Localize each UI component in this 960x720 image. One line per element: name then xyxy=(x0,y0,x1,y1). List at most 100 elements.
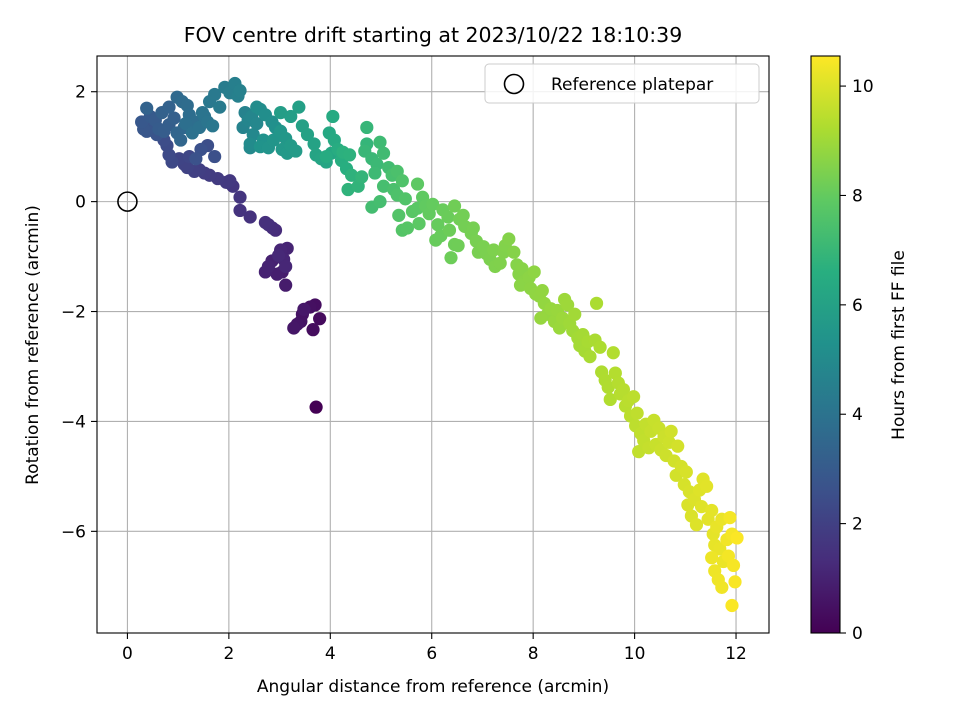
data-point xyxy=(679,465,693,479)
data-point xyxy=(342,148,357,162)
colorbar: 0 2 4 6 8 10 Hours from first FF file xyxy=(810,55,909,644)
data-point xyxy=(233,84,247,98)
data-point xyxy=(392,208,406,222)
y-axis-ticks: −6 −4 −2 0 2 xyxy=(61,83,97,542)
data-point xyxy=(632,445,646,459)
data-point xyxy=(179,116,193,131)
data-point xyxy=(309,400,323,414)
data-point xyxy=(243,210,257,224)
data-point xyxy=(515,262,529,276)
legend: Reference platepar xyxy=(484,63,760,104)
data-point xyxy=(568,307,582,321)
data-point xyxy=(630,406,644,420)
data-point xyxy=(527,265,541,279)
data-point xyxy=(233,190,247,204)
y-axis-label: Rotation from reference (arcmin) xyxy=(23,205,43,485)
data-point xyxy=(671,439,685,453)
data-point xyxy=(626,390,641,404)
data-point xyxy=(444,251,458,265)
data-point xyxy=(287,321,301,335)
data-point xyxy=(376,179,391,193)
data-point xyxy=(725,598,739,613)
data-point xyxy=(261,259,276,274)
data-point xyxy=(279,278,293,292)
x-tick-label: 6 xyxy=(426,644,437,664)
reference-platepar-marker xyxy=(117,191,138,212)
plot-frame xyxy=(96,55,770,634)
data-point xyxy=(162,100,176,114)
y-tick-label: −6 xyxy=(61,522,86,542)
data-point xyxy=(208,87,222,102)
colorbar-frame xyxy=(810,55,841,634)
y-tick-label: 0 xyxy=(75,193,86,213)
data-point xyxy=(730,531,744,545)
data-point xyxy=(593,340,607,354)
data-point xyxy=(705,551,719,565)
data-point xyxy=(400,221,414,235)
data-point xyxy=(279,259,293,274)
data-point xyxy=(376,146,391,160)
data-points xyxy=(135,76,744,613)
colorbar-gradient xyxy=(811,56,840,633)
colorbar-ticks: 0 2 4 6 8 10 xyxy=(840,77,874,644)
data-point xyxy=(266,133,281,147)
data-point xyxy=(616,382,631,397)
data-point xyxy=(341,182,355,197)
data-point xyxy=(307,137,321,151)
y-tick-label: −4 xyxy=(61,412,86,432)
colorbar-tick-label: 0 xyxy=(852,624,863,644)
colorbar-tick-label: 10 xyxy=(852,77,874,97)
data-point xyxy=(373,195,387,209)
data-point xyxy=(313,312,327,326)
legend-reference-marker xyxy=(503,73,525,95)
data-point xyxy=(705,503,719,518)
colorbar-tick-label: 8 xyxy=(852,186,863,206)
colorbar-tick-label: 2 xyxy=(852,515,863,535)
data-point xyxy=(606,346,620,360)
data-point xyxy=(426,197,440,211)
data-point xyxy=(250,116,264,131)
x-tick-label: 2 xyxy=(223,644,234,664)
data-point xyxy=(373,135,387,149)
data-point xyxy=(140,101,154,115)
chart-title: FOV centre drift starting at 2023/10/22 … xyxy=(184,23,683,47)
data-point xyxy=(270,267,284,281)
data-point xyxy=(319,149,333,164)
data-point xyxy=(447,199,462,213)
data-point xyxy=(355,170,369,184)
data-point xyxy=(284,109,298,124)
data-point xyxy=(487,243,501,257)
data-point xyxy=(412,217,426,231)
data-point xyxy=(292,100,306,114)
data-point xyxy=(243,137,257,151)
data-point xyxy=(167,111,181,125)
data-point xyxy=(728,575,742,589)
data-point xyxy=(289,144,303,158)
data-point xyxy=(410,177,425,191)
data-point xyxy=(466,221,480,235)
data-point xyxy=(345,168,359,182)
data-point xyxy=(664,424,678,438)
data-point xyxy=(271,248,286,263)
data-point xyxy=(368,166,382,180)
data-point xyxy=(174,133,188,147)
colorbar-tick-label: 6 xyxy=(852,296,863,316)
x-axis-label: Angular distance from reference (arcmin) xyxy=(257,677,609,697)
data-point xyxy=(395,174,409,188)
y-tick-label: 2 xyxy=(75,83,86,103)
data-point xyxy=(694,500,709,514)
colorbar-tick-label: 4 xyxy=(852,405,863,425)
data-point xyxy=(360,120,374,135)
data-point xyxy=(306,323,320,337)
data-point xyxy=(442,223,457,237)
data-point xyxy=(189,152,203,166)
data-point xyxy=(451,238,465,253)
plot-area xyxy=(97,56,769,633)
x-tick-label: 8 xyxy=(528,644,539,664)
data-point xyxy=(700,479,714,493)
x-tick-label: 12 xyxy=(725,644,747,664)
legend-entry: Reference platepar xyxy=(551,75,713,95)
data-point xyxy=(493,256,507,270)
data-point xyxy=(502,232,516,246)
